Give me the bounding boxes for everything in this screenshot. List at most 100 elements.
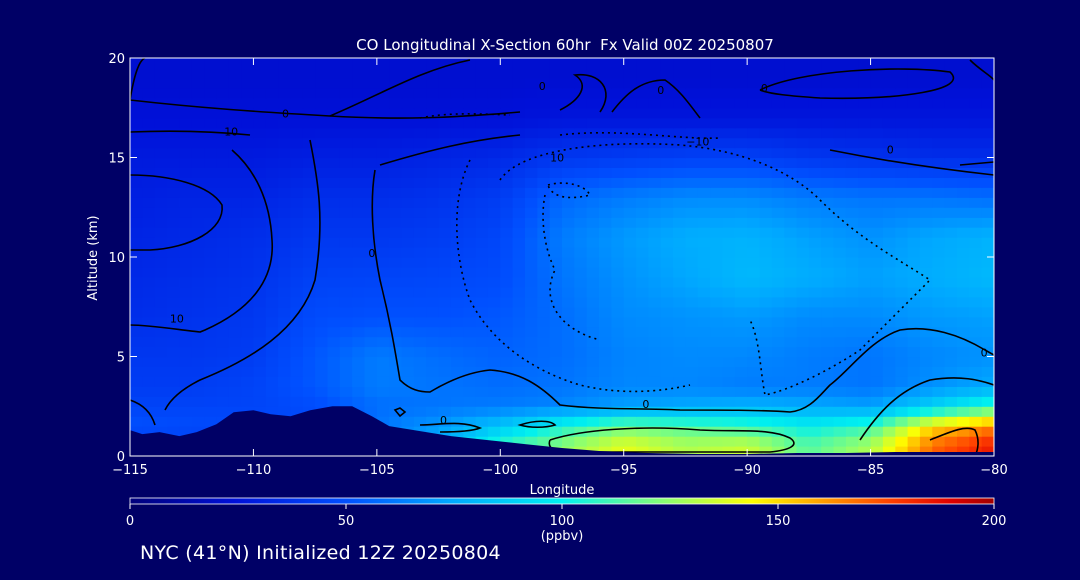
heatmap-cell <box>957 87 970 99</box>
heatmap-cell <box>919 296 933 308</box>
heatmap-cell <box>734 157 748 168</box>
heatmap-cell <box>957 267 970 278</box>
heatmap-cell <box>537 356 551 367</box>
colorbar-tick-label: 100 <box>550 514 575 529</box>
heatmap-cell <box>932 67 946 79</box>
heatmap-cell <box>845 247 859 258</box>
heatmap-cell <box>142 197 156 208</box>
heatmap-cell <box>673 436 686 447</box>
heatmap-cell <box>796 197 810 208</box>
heatmap-cell <box>549 326 563 338</box>
heatmap-cell <box>426 247 440 258</box>
heatmap-cell <box>919 67 933 79</box>
heatmap-cell <box>821 257 835 268</box>
heatmap-cell <box>450 416 464 427</box>
heatmap-cell <box>895 217 909 228</box>
heatmap-cell <box>599 257 612 268</box>
heatmap-cell <box>919 326 933 338</box>
heatmap-cell <box>389 187 403 198</box>
heatmap-cell <box>167 187 180 198</box>
heatmap-cell <box>685 97 699 109</box>
heatmap-cell <box>364 316 378 328</box>
heatmap-cell <box>487 267 501 278</box>
heatmap-cell <box>537 127 551 139</box>
heatmap-cell <box>858 77 872 89</box>
contour-line <box>611 79 701 119</box>
heatmap-cell <box>784 167 798 178</box>
heatmap-cell <box>759 167 773 178</box>
heatmap-cell <box>315 177 328 188</box>
heatmap-cell <box>599 356 612 367</box>
heatmap-cell <box>907 227 921 238</box>
heatmap-cell <box>463 247 477 258</box>
heatmap-cell <box>895 117 909 129</box>
heatmap-cell <box>228 87 242 99</box>
colorbar-gradient <box>129 497 995 505</box>
heatmap-cell <box>216 217 230 228</box>
heatmap-cell <box>290 207 304 218</box>
heatmap-cell <box>833 386 847 397</box>
heatmap-cell <box>821 217 835 228</box>
heatmap-cell <box>475 137 489 149</box>
heatmap-cell <box>339 107 353 119</box>
heatmap-cell <box>599 346 612 358</box>
heatmap-cell <box>525 326 538 338</box>
heatmap-cell <box>957 77 970 89</box>
heatmap-cell <box>401 366 415 377</box>
heatmap-cell <box>154 286 168 298</box>
heatmap-cell <box>475 157 489 168</box>
heatmap-cell <box>537 296 551 308</box>
heatmap-cell <box>475 346 489 358</box>
heatmap-cell <box>673 276 686 288</box>
heatmap-cell <box>858 366 872 377</box>
heatmap-cell <box>957 67 970 79</box>
heatmap-cell <box>697 87 711 99</box>
heatmap-cell <box>265 346 279 358</box>
heatmap-cell <box>179 167 193 178</box>
heatmap-cell <box>463 207 477 218</box>
heatmap-cell <box>648 286 662 298</box>
heatmap-cell <box>870 177 884 188</box>
heatmap-cell <box>376 157 390 168</box>
heatmap-cell <box>808 147 822 159</box>
heatmap-cell <box>710 436 723 447</box>
heatmap-cell <box>796 187 810 198</box>
heatmap-cell <box>549 127 563 139</box>
heatmap-cell <box>919 187 933 198</box>
heatmap-cell <box>228 117 242 129</box>
heatmap-cell <box>450 107 464 119</box>
heatmap-cell <box>697 107 711 119</box>
heatmap-cell <box>413 207 427 218</box>
heatmap-cell <box>747 286 760 298</box>
heatmap-cell <box>697 446 711 456</box>
heatmap-cell <box>401 137 415 149</box>
heatmap-cell <box>796 127 810 139</box>
heatmap-cell <box>944 107 958 119</box>
heatmap-cell <box>808 257 822 268</box>
heatmap-cell <box>438 87 452 99</box>
heatmap-cell <box>586 306 600 318</box>
heatmap-cell <box>747 356 760 367</box>
heatmap-cell <box>623 276 637 288</box>
heatmap-cell <box>623 306 637 318</box>
heatmap-cell <box>438 276 452 288</box>
heatmap-cell <box>821 58 835 69</box>
heatmap-cell <box>710 187 723 198</box>
heatmap-cell <box>648 406 662 417</box>
heatmap-cell <box>907 426 921 437</box>
heatmap-cell <box>339 177 353 188</box>
heatmap-cell <box>302 386 316 397</box>
heatmap-cell <box>882 177 896 188</box>
heatmap-cell <box>426 286 440 298</box>
heatmap-cell <box>216 257 230 268</box>
heatmap-cell <box>932 127 946 139</box>
heatmap-cell <box>537 336 551 348</box>
heatmap-cell <box>191 127 205 139</box>
heatmap-cell <box>734 346 748 358</box>
heatmap-cell <box>228 167 242 178</box>
heatmap-cell <box>957 58 970 69</box>
heatmap-cell <box>413 77 427 89</box>
heatmap-cell <box>907 137 921 149</box>
heatmap-cell <box>574 336 588 348</box>
heatmap-cell <box>611 446 625 456</box>
